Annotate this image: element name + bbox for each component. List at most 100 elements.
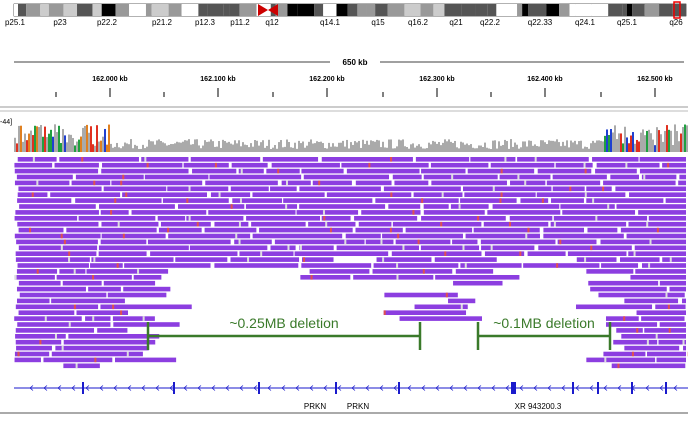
read [500, 175, 551, 180]
coverage-bar [374, 142, 376, 152]
coverage-bar [456, 147, 458, 152]
deletion-label: ~0.1MB deletion [493, 315, 595, 331]
coverage-bar [86, 125, 88, 152]
read [553, 175, 607, 180]
coverage-bar [420, 147, 422, 152]
exon [631, 382, 633, 394]
read [301, 169, 343, 174]
coverage-bar [552, 141, 554, 152]
read [624, 299, 678, 304]
coverage-range: -44] [0, 119, 12, 126]
coverage-bar [242, 142, 244, 152]
coverage-bar [364, 144, 366, 152]
read [102, 234, 166, 239]
mismatch [648, 263, 650, 268]
coverage-bar [676, 131, 678, 152]
coverage-bar [460, 142, 462, 152]
coverage-bar [658, 130, 660, 152]
coverage-bar [236, 143, 238, 152]
read [63, 281, 102, 286]
coverage-bar [250, 143, 252, 152]
coverage-bar [512, 147, 514, 152]
coverage-bar [406, 147, 408, 152]
mismatch [147, 163, 149, 168]
mismatch [231, 204, 233, 209]
read [543, 234, 623, 239]
read [560, 204, 614, 209]
coverage-bar [192, 144, 194, 152]
cyto-band [223, 4, 229, 16]
read [134, 275, 162, 280]
coverage-bar [592, 141, 594, 152]
coverage-bar [172, 144, 174, 152]
read [148, 240, 231, 245]
mismatch [647, 340, 649, 345]
mismatch [68, 257, 70, 262]
mismatch [277, 169, 279, 174]
read [308, 222, 355, 227]
coverage-bar [198, 145, 200, 152]
coverage-bar [40, 125, 42, 152]
mismatch [477, 216, 479, 221]
coverage-bar [114, 147, 116, 152]
coverage-bar [112, 148, 114, 152]
coverage-bar [566, 140, 568, 152]
read [384, 310, 466, 315]
read [64, 340, 155, 345]
coverage-bar [352, 145, 354, 152]
read [327, 192, 411, 197]
read [621, 228, 686, 233]
read [16, 305, 98, 310]
mismatch [93, 181, 95, 186]
mismatch [462, 246, 464, 251]
coverage-bar [550, 141, 552, 152]
coverage-bar [230, 144, 232, 152]
coverage-bar [258, 146, 260, 152]
read [629, 192, 686, 197]
mismatch [37, 269, 39, 274]
mismatch [632, 352, 634, 357]
read [416, 157, 469, 162]
cyto-band [146, 4, 152, 16]
coverage-bar [600, 141, 602, 152]
mismatch [303, 257, 305, 262]
read [382, 234, 463, 239]
cytoband-label: p22.2 [97, 18, 118, 27]
read [670, 287, 686, 292]
coverage-bar [226, 143, 228, 152]
cyto-band [229, 4, 239, 16]
coverage-bar [68, 135, 70, 152]
mismatch [396, 275, 398, 280]
mismatch [657, 228, 659, 233]
coverage-bar [350, 142, 352, 152]
mismatch [68, 251, 70, 256]
cyto-band [314, 4, 323, 16]
read [91, 257, 173, 262]
exon [665, 382, 667, 394]
read [19, 204, 96, 209]
coverage-bar [210, 139, 212, 152]
read [167, 187, 228, 192]
read [102, 163, 182, 168]
mismatch [186, 198, 188, 203]
read [16, 240, 98, 245]
cyto-band [522, 4, 528, 16]
mismatch [569, 187, 571, 192]
cyto-band [404, 4, 420, 16]
coverage-bar [558, 142, 560, 152]
mismatch [418, 240, 420, 245]
mismatch [287, 246, 289, 251]
mismatch [215, 163, 217, 168]
mismatch [390, 157, 392, 162]
read [660, 281, 686, 286]
cyto-band [297, 4, 314, 16]
coverage-bar [48, 134, 50, 152]
mismatch [683, 340, 685, 345]
cyto-band [63, 4, 77, 16]
read [366, 240, 394, 245]
cyto-band [623, 4, 627, 16]
coverage-bar [334, 146, 336, 152]
read [642, 175, 676, 180]
mismatch [499, 198, 501, 203]
coverage-bar [532, 146, 534, 152]
